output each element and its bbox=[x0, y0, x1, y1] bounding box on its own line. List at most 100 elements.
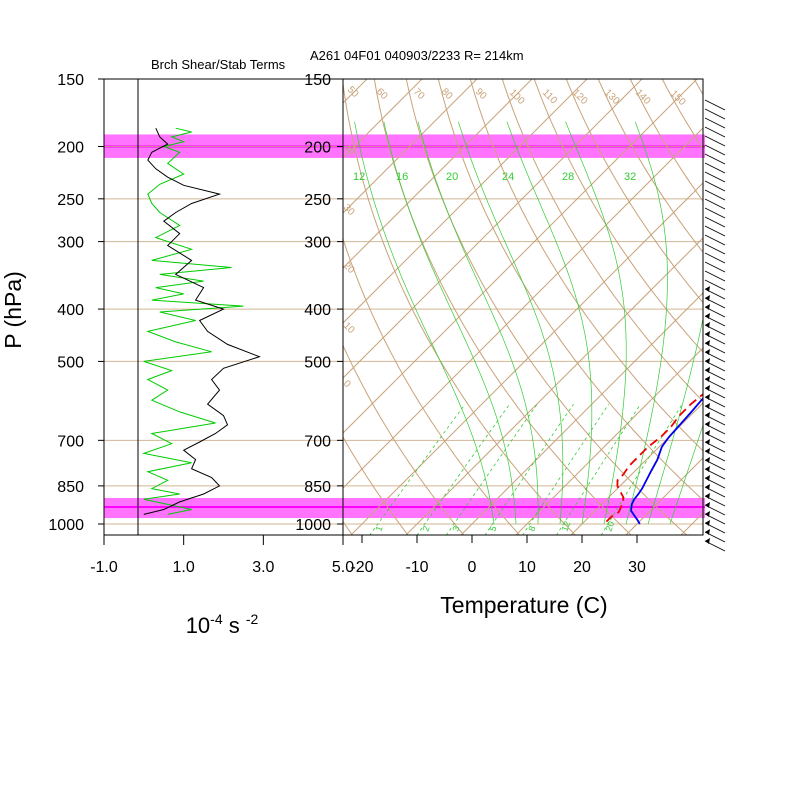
wind-barb bbox=[704, 349, 726, 363]
dry-adiabat bbox=[661, 79, 703, 150]
dry-adiabat-label: 50 bbox=[345, 84, 361, 100]
wind-barb bbox=[704, 162, 726, 174]
isotherm bbox=[350, 182, 703, 535]
wind-barb bbox=[704, 529, 726, 543]
right-y-tick-label: 150 bbox=[304, 72, 331, 89]
dry-adiabat-label: 70 bbox=[411, 86, 427, 102]
wind-barb bbox=[704, 117, 726, 129]
dry-adiabat bbox=[717, 63, 800, 536]
wind-barb bbox=[704, 216, 726, 228]
left-panel-title: Brch Shear/Stab Terms bbox=[151, 57, 286, 72]
dry-adiabat bbox=[343, 436, 409, 535]
left-y-tick-label: 850 bbox=[57, 479, 84, 496]
right-x-tick-label: 20 bbox=[573, 559, 591, 576]
isotherm bbox=[570, 402, 703, 535]
right-x-tick-label: -10 bbox=[405, 559, 428, 576]
moist-adiabat-label: 32 bbox=[624, 171, 636, 183]
wind-barb bbox=[704, 180, 726, 192]
wind-barb bbox=[704, 304, 726, 318]
wind-barb bbox=[704, 457, 726, 471]
left-x-tick-label: 5.0 bbox=[332, 559, 354, 576]
wind-barb bbox=[704, 403, 726, 417]
wind-barb bbox=[704, 358, 726, 372]
wind-barb bbox=[704, 144, 726, 156]
isotherm bbox=[515, 347, 703, 535]
wind-barb bbox=[704, 207, 726, 219]
moist-adiabat bbox=[383, 121, 517, 525]
mixing-ratio-label: 12 bbox=[559, 520, 572, 533]
mixing-ratio-label: 20 bbox=[603, 520, 616, 533]
wind-barb bbox=[704, 322, 726, 336]
mixing-ratio-line bbox=[522, 403, 610, 535]
dry-adiabat bbox=[343, 80, 576, 535]
left-y-tick-label: 300 bbox=[57, 235, 84, 252]
moist-adiabat bbox=[565, 121, 627, 525]
wind-barb bbox=[704, 439, 726, 453]
moist-adiabat-label: 12 bbox=[353, 171, 365, 183]
dry-adiabat-label: 100 bbox=[507, 87, 527, 107]
isotherm bbox=[460, 292, 703, 535]
mixing-ratio-label: 2 bbox=[420, 525, 431, 533]
right-series bbox=[605, 393, 703, 525]
right-panel-frame bbox=[342, 78, 704, 536]
left-y-tick-label: 250 bbox=[57, 192, 84, 209]
mixing-ratio-line bbox=[556, 403, 641, 535]
moist-adiabat bbox=[625, 121, 668, 525]
wind-barb bbox=[704, 252, 726, 264]
wind-barb bbox=[704, 108, 726, 120]
right-y-tick-label: 250 bbox=[304, 192, 331, 209]
right-x-tick-label: 10 bbox=[518, 559, 536, 576]
left-x-tick-label: 1.0 bbox=[173, 559, 195, 576]
moist-adiabat-label: 20 bbox=[446, 171, 458, 183]
right-y-tick-label: 850 bbox=[304, 479, 331, 496]
right-x-tick-label: 0 bbox=[468, 559, 477, 576]
right-x-tick-label: -20 bbox=[350, 559, 373, 576]
left-y-tick-label: 400 bbox=[57, 302, 84, 319]
wind-barb bbox=[704, 295, 726, 309]
right-x-tick-label: 30 bbox=[628, 559, 646, 576]
dry-adiabat bbox=[469, 79, 703, 452]
wind-barb bbox=[704, 153, 726, 165]
wind-barb bbox=[704, 286, 726, 300]
wind-barb bbox=[704, 99, 726, 111]
isotherm bbox=[625, 457, 703, 535]
wind-barb bbox=[704, 234, 726, 246]
wind-barb bbox=[704, 475, 726, 489]
moist-adiabat bbox=[669, 423, 703, 525]
moist-adiabat bbox=[506, 121, 593, 525]
wind-barb bbox=[704, 243, 726, 255]
mixing-ratio-label: 5 bbox=[487, 525, 498, 533]
wind-barb bbox=[704, 430, 726, 444]
left-series bbox=[137, 79, 261, 535]
mixing-ratio-label: 1 bbox=[373, 525, 384, 533]
isotherm bbox=[405, 237, 703, 535]
wind-barb bbox=[704, 126, 726, 138]
moist-adiabat bbox=[647, 316, 703, 525]
temperature-line bbox=[630, 397, 703, 525]
moist-adiabat-label: 16 bbox=[396, 171, 408, 183]
isotherm bbox=[680, 512, 703, 535]
wind-barb bbox=[704, 270, 726, 282]
dry-adiabat bbox=[343, 520, 353, 535]
wind-barb bbox=[704, 171, 726, 183]
dry-adiabat bbox=[373, 79, 632, 535]
left-x-tick-label: -1.0 bbox=[90, 559, 118, 576]
mixing-ratio-line bbox=[416, 403, 510, 535]
dry-adiabat bbox=[597, 79, 703, 254]
mixing-ratio-line bbox=[445, 403, 538, 535]
dry-adiabat-label: 130 bbox=[602, 87, 622, 107]
isotherm bbox=[343, 79, 368, 104]
dry-adiabat bbox=[565, 79, 703, 304]
dry-adiabat bbox=[343, 344, 465, 535]
isotherm bbox=[343, 79, 588, 324]
skewt-background bbox=[343, 63, 800, 536]
shear-term-line bbox=[143, 127, 261, 515]
highlight-band bbox=[104, 497, 705, 519]
wind-barb bbox=[704, 385, 726, 399]
dry-adiabat bbox=[501, 79, 703, 403]
wind-barb bbox=[704, 538, 726, 552]
moist-adiabat-label: 28 bbox=[562, 171, 574, 183]
dry-adiabat bbox=[405, 79, 688, 535]
wind-barb bbox=[704, 376, 726, 390]
